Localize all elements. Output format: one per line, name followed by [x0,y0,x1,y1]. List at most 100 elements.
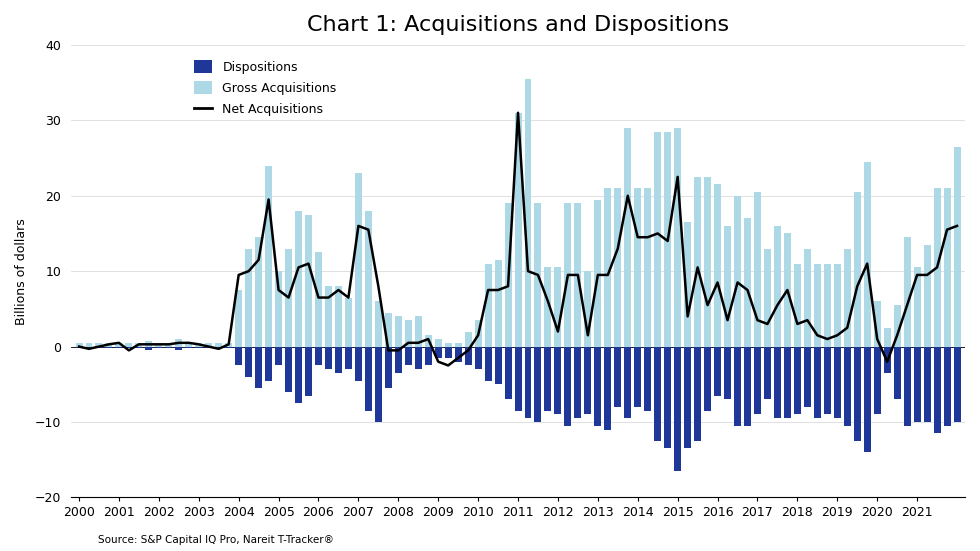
Bar [734,196,741,347]
Y-axis label: Billions of dollars: Billions of dollars [15,218,28,325]
Bar [584,347,591,414]
Bar [305,347,312,396]
Bar [275,347,282,365]
Bar [245,249,252,347]
Bar [415,316,421,347]
Bar [465,347,471,365]
Bar [266,165,272,347]
Bar [784,234,791,347]
Bar [863,162,870,347]
Bar [574,203,581,347]
Bar [285,347,292,392]
Bar [834,347,841,418]
Bar [574,347,581,418]
Bar [395,316,402,347]
Bar [75,347,82,348]
Bar [744,218,751,347]
Bar [804,347,810,407]
Bar [863,347,870,452]
Bar [874,301,881,347]
Bar [95,347,103,348]
Bar [614,188,621,347]
Bar [255,347,262,388]
Bar [235,290,242,347]
Bar [904,237,910,347]
Bar [405,347,412,365]
Bar [505,203,512,347]
Bar [634,347,641,407]
Bar [75,343,82,347]
Bar [405,320,412,347]
Bar [125,343,132,347]
Bar [894,347,901,399]
Bar [824,263,831,347]
Bar [445,347,452,358]
Bar [106,347,113,348]
Bar [774,347,781,418]
Bar [216,343,222,347]
Bar [374,347,382,422]
Bar [145,341,152,347]
Bar [674,347,681,471]
Bar [644,188,652,347]
Bar [913,347,920,422]
Bar [185,347,192,348]
Bar [415,347,421,369]
Bar [954,347,960,422]
Bar [175,339,182,347]
Bar [195,347,202,348]
Bar [724,226,731,347]
Bar [345,298,352,347]
Bar [385,347,392,388]
Bar [445,343,452,347]
Bar [894,305,901,347]
Bar [704,177,711,347]
Bar [266,347,272,381]
Bar [325,287,332,347]
Bar [824,347,831,414]
Bar [704,347,711,410]
Bar [484,347,492,381]
Bar [874,347,881,414]
Bar [944,188,951,347]
Bar [455,343,462,347]
Bar [365,211,371,347]
Bar [923,347,931,422]
Bar [605,188,612,347]
Bar [175,347,182,350]
Bar [295,347,302,403]
Bar [315,252,322,347]
Bar [85,347,92,348]
Bar [844,249,851,347]
Bar [335,287,342,347]
Bar [555,267,562,347]
Bar [854,347,860,441]
Bar [116,343,122,347]
Bar [804,249,810,347]
Bar [564,347,571,426]
Bar [794,263,801,347]
Bar [884,328,891,347]
Bar [534,347,542,422]
Bar [664,132,671,347]
Bar [225,343,232,347]
Bar [465,332,471,347]
Text: Source: S&P Capital IQ Pro, Nareit T-Tracker®: Source: S&P Capital IQ Pro, Nareit T-Tra… [98,534,334,545]
Bar [714,185,721,347]
Bar [125,347,132,348]
Bar [85,343,92,347]
Bar [524,79,531,347]
Bar [904,347,910,426]
Bar [495,260,502,347]
Bar [724,347,731,399]
Bar [564,203,571,347]
Bar [245,347,252,377]
Bar [345,347,352,369]
Bar [335,347,342,373]
Bar [854,192,860,347]
Bar [754,347,760,414]
Bar [594,199,602,347]
Title: Chart 1: Acquisitions and Dispositions: Chart 1: Acquisitions and Dispositions [307,15,729,35]
Bar [216,347,222,348]
Bar [774,226,781,347]
